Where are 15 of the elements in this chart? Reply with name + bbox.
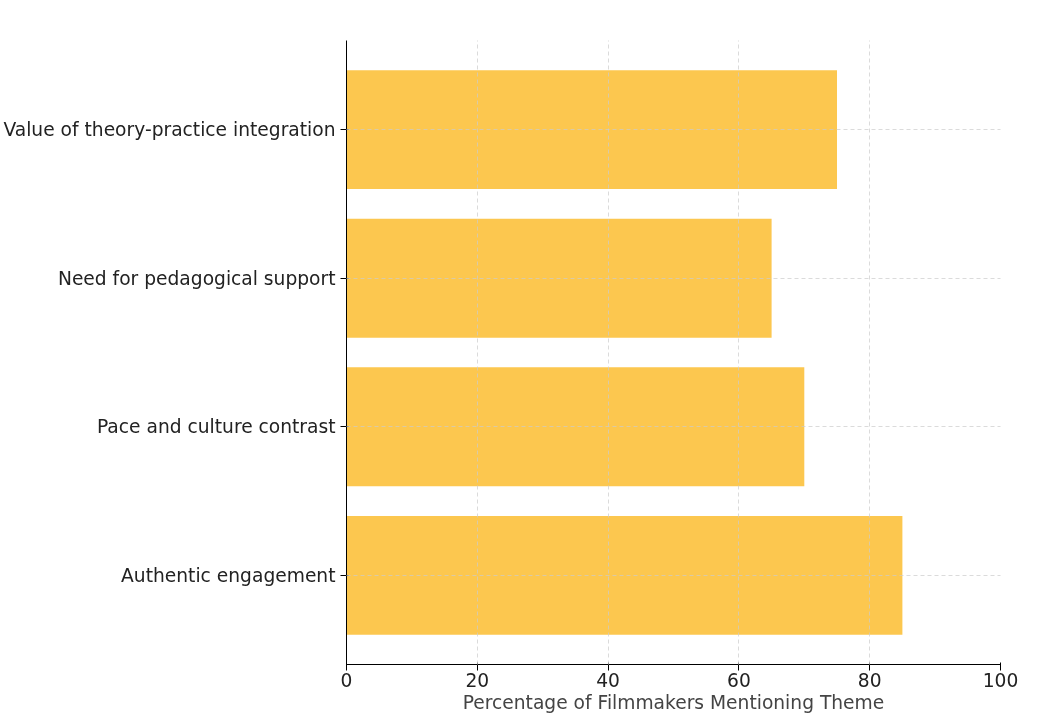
x-tick-label: 40 bbox=[596, 669, 620, 691]
y-tick-label: Pace and culture contrast bbox=[96, 416, 336, 438]
bar bbox=[346, 70, 837, 190]
x-tick-label: 60 bbox=[727, 669, 751, 691]
y-tick-label: Value of theory-practice integration bbox=[3, 119, 336, 141]
x-axis-title: Percentage of Filmmakers Mentioning Theme bbox=[462, 691, 885, 713]
bar bbox=[346, 515, 903, 635]
x-tick-label: 20 bbox=[465, 669, 490, 691]
y-tick-label: Need for pedagogical support bbox=[57, 267, 336, 289]
x-tick-label: 80 bbox=[857, 669, 882, 691]
bar bbox=[346, 367, 805, 487]
x-tick-label: 100 bbox=[982, 669, 1019, 691]
y-tick-label: Authentic engagement bbox=[121, 564, 336, 586]
x-tick-label: 0 bbox=[340, 669, 353, 691]
bar bbox=[346, 218, 772, 338]
